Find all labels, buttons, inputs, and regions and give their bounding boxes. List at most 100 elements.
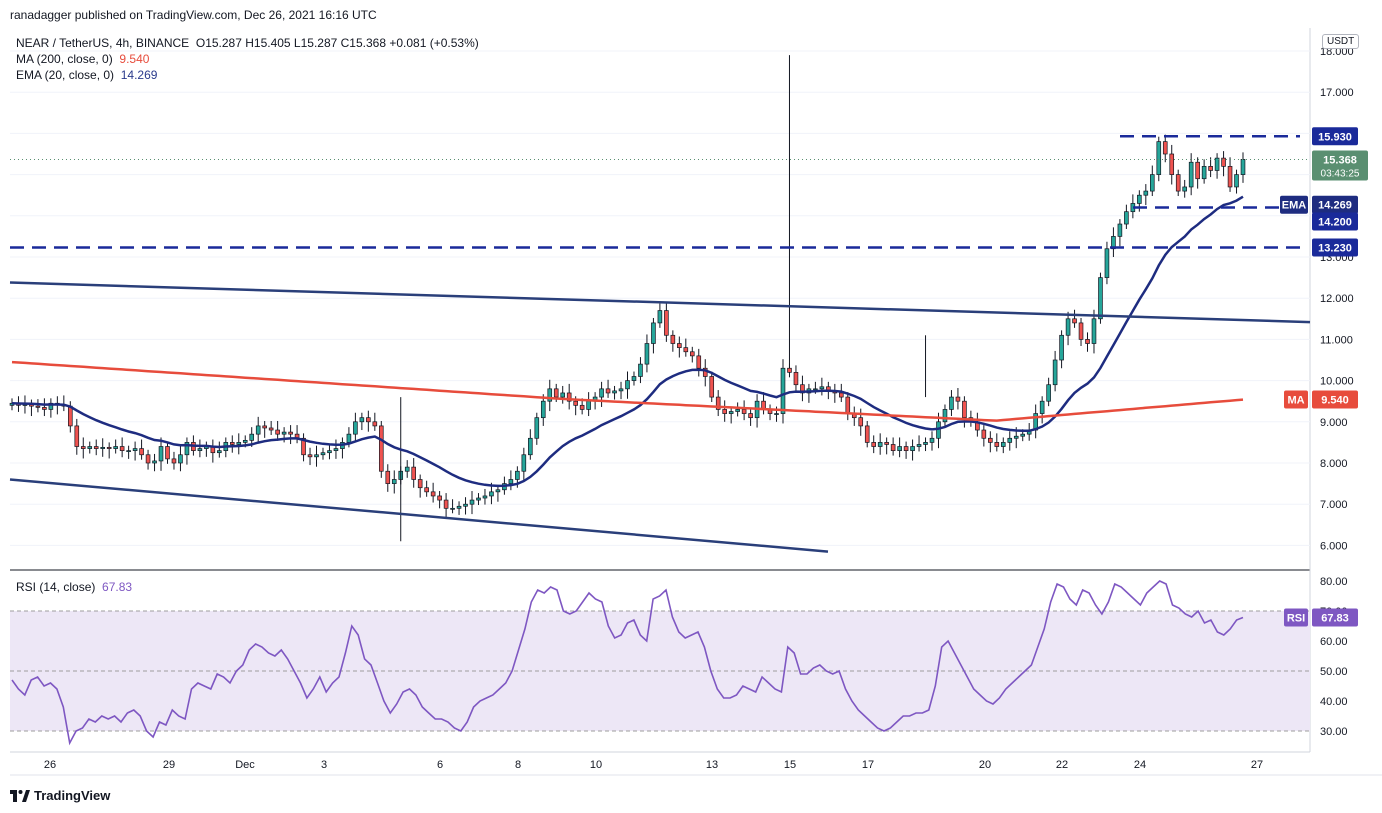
candle-up xyxy=(178,454,183,464)
time-tick-label: Dec xyxy=(235,759,255,771)
candle-up xyxy=(1234,174,1239,188)
candle-up xyxy=(1117,223,1123,237)
candle-up xyxy=(126,450,131,452)
time-tick-label: 20 xyxy=(979,759,991,771)
candle-up xyxy=(599,388,604,398)
candle-up xyxy=(942,409,948,423)
candle-down xyxy=(962,400,967,419)
brand-name: TradingView xyxy=(34,788,111,803)
candle-down xyxy=(1175,174,1181,192)
candle-up xyxy=(612,390,617,394)
candle-down xyxy=(424,487,429,493)
candle-up xyxy=(923,442,928,445)
candle-up xyxy=(528,437,533,456)
level-tag-13230-bg xyxy=(1312,238,1358,257)
currency-badge[interactable]: USDT xyxy=(1322,34,1360,49)
rsi-value-tag-bg xyxy=(1312,608,1358,627)
candle-down xyxy=(372,421,378,427)
price-tick-label: 10.000 xyxy=(1320,376,1354,388)
time-tick-label: 26 xyxy=(44,759,56,771)
rsi-tick-label: 80.00 xyxy=(1320,576,1348,588)
price-tick-label: 12.000 xyxy=(1320,293,1354,305)
candle-down xyxy=(119,446,125,451)
price-tick-label: 9.000 xyxy=(1320,417,1348,429)
candle-up xyxy=(1182,186,1187,192)
rsi-axis-tag: RSI xyxy=(1287,613,1305,625)
candle-up xyxy=(152,460,157,464)
publisher-line: ranadagger published on TradingView.com,… xyxy=(10,8,377,22)
rsi-legend[interactable]: RSI (14, close) 67.83 xyxy=(16,580,132,594)
candle-up xyxy=(1156,141,1162,175)
channel-lower-line xyxy=(9,478,829,553)
candle-down xyxy=(1208,166,1213,171)
candle-down xyxy=(417,479,423,489)
ma-axis-tag-bg xyxy=(1284,390,1308,409)
price-tick-label: 7.000 xyxy=(1320,499,1348,511)
candle-down xyxy=(301,437,306,456)
candle-up xyxy=(1214,157,1220,171)
candle-down xyxy=(715,396,721,410)
ma-value: 9.540 xyxy=(119,52,150,66)
candle-up xyxy=(910,446,915,451)
candle-down xyxy=(68,405,73,427)
candle-up xyxy=(1124,211,1129,225)
candle-down xyxy=(605,388,611,394)
candle-down xyxy=(288,431,293,435)
candle-up xyxy=(404,466,410,472)
candle-down xyxy=(696,355,702,369)
candle-down xyxy=(793,372,799,386)
candle-up xyxy=(780,367,786,414)
candle-up xyxy=(819,386,825,390)
candle-up xyxy=(489,491,494,497)
candle-down xyxy=(677,343,682,348)
candle-down xyxy=(139,448,144,456)
candle-up xyxy=(540,400,546,419)
candle-up xyxy=(346,433,352,443)
rsi-line xyxy=(11,580,1244,746)
time-tick-label: 8 xyxy=(515,759,521,771)
candle-up xyxy=(158,446,164,462)
candle-up xyxy=(1059,334,1064,361)
candle-down xyxy=(1072,318,1077,324)
ema-axis-tag-bg xyxy=(1280,195,1308,214)
candle-up xyxy=(100,446,105,449)
candle-down xyxy=(981,429,987,439)
ma-indicator-legend[interactable]: MA (200, close, 0) 9.540 xyxy=(16,52,149,66)
rsi-label: RSI (14, close) xyxy=(16,580,96,594)
candle-up xyxy=(638,363,643,377)
time-tick-label: 15 xyxy=(784,759,796,771)
candle-up xyxy=(1240,159,1246,175)
candle-down xyxy=(262,425,267,429)
ema-value-tag: 14.269 xyxy=(1318,200,1352,212)
candle-down xyxy=(994,442,1000,447)
candle-up xyxy=(1143,190,1149,196)
candle-down xyxy=(229,442,235,445)
candle-up xyxy=(359,417,365,423)
rsi-tick-label: 50.00 xyxy=(1320,666,1348,678)
time-tick-label: 17 xyxy=(862,759,874,771)
symbol-name[interactable]: NEAR / TetherUS, 4h, BINANCE xyxy=(16,36,190,50)
candle-down xyxy=(787,367,792,373)
time-tick-label: 13 xyxy=(706,759,718,771)
price-tick-label: 8.000 xyxy=(1320,458,1348,470)
candle-up xyxy=(625,380,630,390)
candle-up xyxy=(1046,384,1051,402)
candle-down xyxy=(411,466,416,480)
ema-value: 14.269 xyxy=(120,68,158,82)
tradingview-logo[interactable]: TradingView xyxy=(10,788,110,803)
ema-indicator-legend[interactable]: EMA (20, close, 0) 14.269 xyxy=(16,68,157,82)
candle-up xyxy=(391,479,397,484)
candle-up xyxy=(255,425,261,435)
rsi-band xyxy=(10,611,1310,731)
candle-down xyxy=(664,310,669,336)
candle-down xyxy=(903,446,909,451)
price-tick-label: 18.000 xyxy=(1320,46,1354,58)
candle-down xyxy=(171,458,177,464)
candle-down xyxy=(437,495,442,501)
candle-up xyxy=(560,392,566,398)
countdown-tag: 03:43:25 xyxy=(1321,168,1360,179)
candle-up xyxy=(1091,318,1097,344)
candle-up xyxy=(735,409,740,412)
candle-down xyxy=(884,442,889,445)
